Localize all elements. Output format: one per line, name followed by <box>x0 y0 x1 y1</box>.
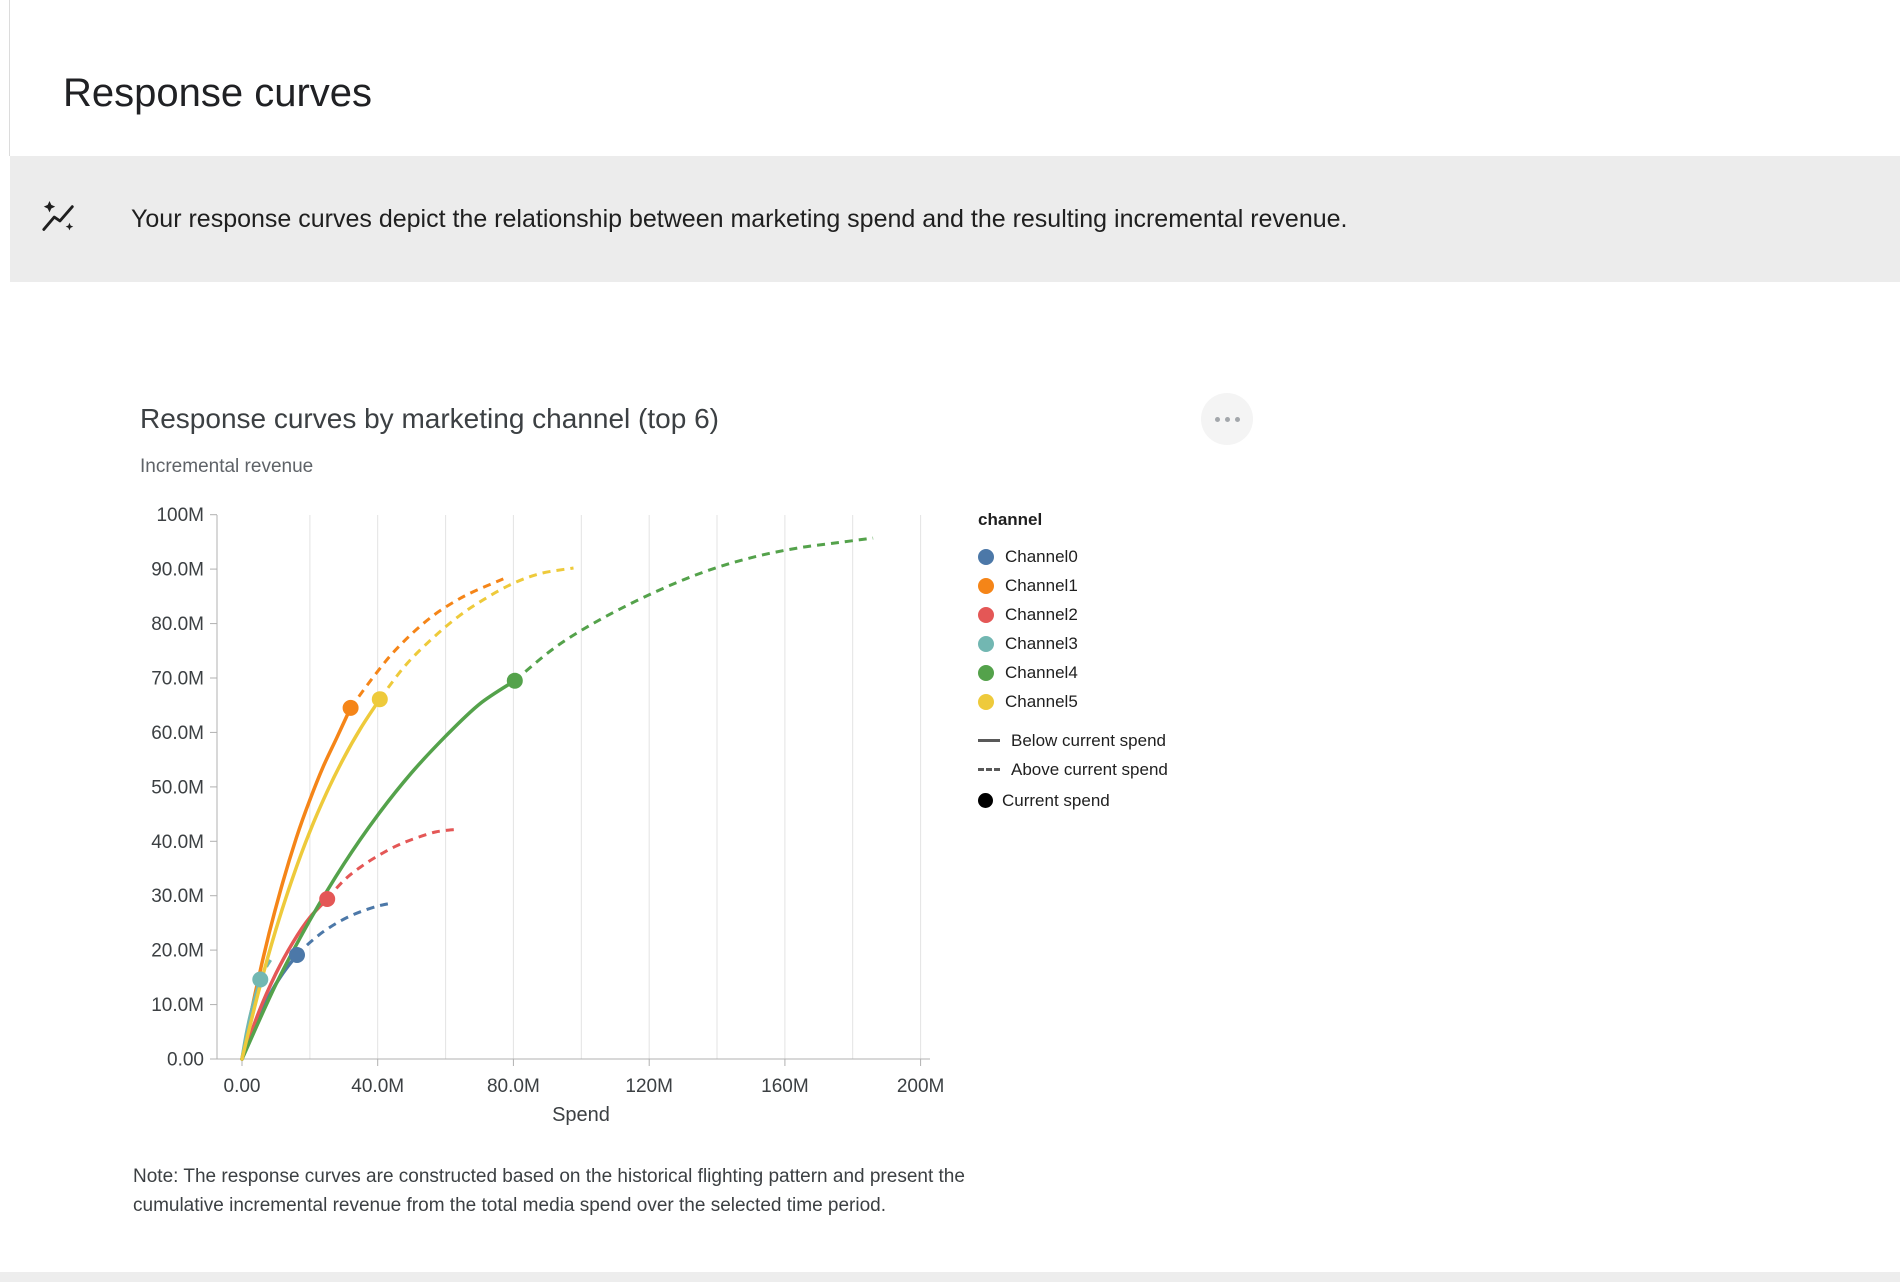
below-current-curve <box>240 953 299 1061</box>
below-current-curve <box>240 897 329 1061</box>
y-tick-label: 0.00 <box>167 1050 204 1071</box>
page-left-divider <box>9 0 10 156</box>
legend-swatch <box>978 664 994 681</box>
legend-item-channel2: Channel2 <box>978 600 1278 629</box>
above-current-curve <box>349 577 504 709</box>
x-tick-label: 40.0M <box>351 1076 404 1097</box>
current-spend-point-channel4 <box>506 672 523 689</box>
legend-swatch <box>978 635 994 652</box>
banner-text: Your response curves depict the relation… <box>131 204 1348 233</box>
legend-item-channel0: Channel0 <box>978 542 1278 571</box>
legend-label: Below current spend <box>1011 730 1166 750</box>
y-tick-label: 10.0M <box>151 995 204 1016</box>
y-tick-label: 60.0M <box>151 723 204 744</box>
insight-banner: Your response curves depict the relation… <box>10 156 1900 282</box>
above-current-curve <box>295 902 389 957</box>
chart-legend: channel Channel0 Channel1 Channel2 Channel3… <box>978 510 1278 815</box>
legend-item-above-current-spend: Above current spend <box>978 755 1278 784</box>
current-spend-point-channel0 <box>289 947 305 963</box>
dashed-line-icon <box>978 768 1000 771</box>
x-tick-label: 160M <box>761 1076 809 1097</box>
solid-line-icon <box>978 739 1000 742</box>
x-tick-label: 200M <box>897 1076 945 1097</box>
legend-label: Current spend <box>1002 790 1110 810</box>
series-channel5 <box>240 566 574 1061</box>
legend-item-channel3: Channel3 <box>978 629 1278 658</box>
insights-icon <box>40 200 78 238</box>
legend-item-channel4: Channel4 <box>978 658 1278 687</box>
y-tick-label: 90.0M <box>151 560 204 581</box>
legend-item-current-spend: Current spend <box>978 786 1278 815</box>
x-axis-title: Spend <box>552 1104 610 1126</box>
chart-title: Response curves by marketing channel (to… <box>140 403 719 434</box>
next-section-divider <box>0 1272 1900 1282</box>
above-current-curve <box>258 959 273 981</box>
legend-label: Channel4 <box>1005 662 1078 682</box>
legend-label: Channel2 <box>1005 604 1078 624</box>
x-tick-label: 0.00 <box>224 1076 261 1097</box>
y-tick-label: 50.0M <box>151 777 204 798</box>
series-channel1 <box>240 577 504 1061</box>
y-tick-label: 100M <box>156 505 204 526</box>
current-spend-point-channel1 <box>342 699 359 716</box>
legend-label: Channel1 <box>1005 575 1078 595</box>
legend-item-channel1: Channel1 <box>978 571 1278 600</box>
current-spend-point-channel3 <box>252 971 269 988</box>
chart-y-axis-title: Incremental revenue <box>140 456 314 477</box>
series-channel2 <box>240 827 458 1061</box>
below-current-curve <box>240 977 263 1061</box>
above-current-curve <box>513 536 874 682</box>
legend-swatch <box>978 693 994 710</box>
legend-item-channel5: Channel5 <box>978 687 1278 716</box>
x-tick-label: 120M <box>625 1076 673 1097</box>
current-spend-point-channel2 <box>319 891 336 907</box>
y-tick-label: 70.0M <box>151 669 204 690</box>
more-options-icon <box>1214 416 1220 422</box>
above-current-curve <box>326 827 458 900</box>
legend-swatch <box>978 606 994 623</box>
y-tick-label: 20.0M <box>151 941 204 962</box>
series-channel0 <box>240 902 389 1061</box>
legend-label: Channel0 <box>1005 546 1078 566</box>
legend-swatch <box>978 577 994 594</box>
legend-title: channel <box>978 510 1043 529</box>
page-title: Response curves <box>63 70 373 115</box>
legend-items: Channel0 Channel1 Channel2 Channel3 Channel4… <box>978 542 1278 716</box>
y-tick-label: 40.0M <box>151 832 204 853</box>
legend-style-group: Below current spend Above current spend … <box>978 726 1278 815</box>
more-options-button[interactable] <box>1201 393 1253 445</box>
below-current-curve <box>240 697 382 1061</box>
below-current-curve <box>240 706 353 1061</box>
legend-label: Channel3 <box>1005 633 1078 653</box>
legend-label: Above current spend <box>1011 759 1168 779</box>
current-spend-dot-icon <box>978 793 993 808</box>
current-spend-point-channel5 <box>371 691 388 708</box>
above-current-curve <box>378 566 574 701</box>
series-channel4 <box>240 536 874 1061</box>
x-tick-label: 80.0M <box>487 1076 540 1097</box>
legend-label: Channel5 <box>1005 691 1078 711</box>
chart-note: Note: The response curves are constructe… <box>133 1166 965 1216</box>
series-channel3 <box>240 959 273 1061</box>
legend-item-below-current-spend: Below current spend <box>978 726 1278 755</box>
legend-swatch <box>978 548 994 565</box>
y-tick-label: 30.0M <box>151 886 204 907</box>
y-tick-label: 80.0M <box>151 614 204 635</box>
below-current-curve <box>240 678 517 1061</box>
